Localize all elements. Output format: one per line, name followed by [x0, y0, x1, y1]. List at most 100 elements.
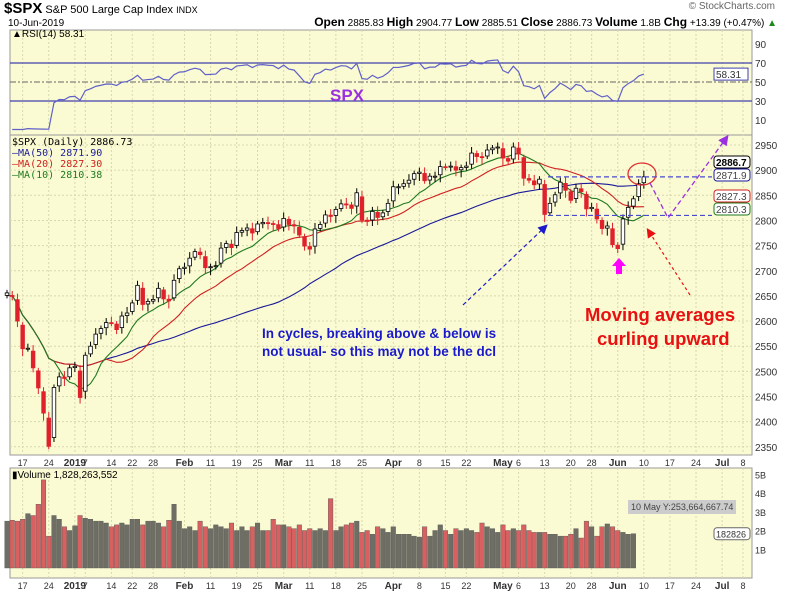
- candle-body: [171, 279, 177, 299]
- candle-body: [317, 224, 323, 229]
- candle-body: [291, 224, 297, 227]
- x-tick-label: 14: [106, 581, 116, 591]
- candle-body: [391, 186, 396, 202]
- volume-bar: [317, 528, 323, 569]
- ma50-value-tag: [713, 168, 751, 182]
- volume-bar: [369, 534, 375, 569]
- candle-body: [490, 147, 495, 151]
- projection-arrow: [649, 134, 729, 220]
- volume-bar: [166, 519, 172, 569]
- volume-bar: [181, 528, 187, 569]
- volume-bar: [114, 524, 120, 569]
- candle-body: [532, 180, 537, 186]
- price-tick-label: 2450: [755, 393, 778, 404]
- candle-body: [51, 387, 57, 438]
- low-marker-arrow-icon: [612, 258, 626, 274]
- candle-body: [260, 222, 265, 225]
- candle-body: [57, 376, 62, 387]
- ma10-value-tag-text: 2810.3: [716, 205, 747, 216]
- candle-body: [495, 146, 500, 149]
- candle-body: [464, 165, 469, 168]
- candle-body: [286, 218, 292, 225]
- candle-body: [563, 183, 568, 191]
- x-tick-label: May: [493, 581, 513, 592]
- volume-bar: [9, 519, 15, 569]
- candle-body: [558, 181, 563, 194]
- candle-body: [187, 257, 192, 267]
- volume-bar: [489, 528, 495, 569]
- volume-bar: [197, 520, 203, 569]
- candle-body: [25, 347, 31, 350]
- candle-body: [114, 323, 119, 331]
- volume-bar: [547, 534, 553, 569]
- volume-bar: [202, 526, 208, 569]
- volume-bar: [145, 520, 151, 569]
- volume-bar: [573, 528, 579, 569]
- price-tick-label: 2700: [755, 267, 778, 278]
- candle-body: [307, 246, 312, 250]
- volume-bar: [531, 532, 537, 569]
- volume-bar: [275, 524, 281, 569]
- candle-body: [197, 251, 203, 256]
- volume-bar: [88, 519, 94, 569]
- spx-annotation: SPX: [330, 86, 365, 105]
- volume-bar: [536, 532, 542, 569]
- volume-bar: [385, 532, 391, 569]
- volume-bar: [265, 530, 271, 569]
- candle-body: [615, 244, 620, 250]
- candle-body: [182, 266, 187, 269]
- candle-body: [333, 208, 339, 216]
- x-tick-label: 28: [148, 581, 158, 591]
- candle-body: [145, 301, 151, 305]
- candle-body: [380, 212, 386, 218]
- x-tick-label: 7: [83, 581, 88, 591]
- candle-body: [229, 243, 234, 249]
- x-tick-label: 2019: [64, 581, 87, 592]
- x-tick-label: 15: [440, 581, 450, 591]
- x-tick-label: 11: [305, 458, 314, 468]
- x-tick-label: 8: [741, 458, 746, 468]
- candle-body: [67, 367, 72, 378]
- volume-bar: [140, 524, 146, 569]
- ma50-line: [6, 182, 644, 368]
- volume-bar: [510, 528, 516, 569]
- candle-body: [521, 157, 526, 179]
- volume-bar: [4, 520, 10, 569]
- volume-bar: [35, 504, 41, 569]
- volume-bar: [213, 524, 219, 569]
- candle-body: [500, 148, 506, 159]
- candle-body: [62, 376, 67, 379]
- volume-value-tag: [713, 527, 751, 541]
- candle-body: [88, 345, 93, 355]
- volume-bar: [552, 534, 558, 569]
- candle-body: [589, 206, 594, 210]
- volume-bar: [625, 534, 631, 569]
- price-tick-label: 2900: [755, 166, 778, 177]
- candle-body: [203, 256, 208, 269]
- candle-body: [135, 284, 140, 301]
- volume-bar: [93, 520, 99, 569]
- volume-bar: [422, 526, 428, 569]
- volume-bar: [103, 522, 109, 569]
- volume-bar: [416, 536, 422, 569]
- volume-bar: [260, 530, 266, 569]
- volume-bar: [155, 522, 161, 569]
- candle-body: [250, 228, 255, 234]
- volume-tick-label: 4B: [755, 489, 766, 499]
- x-tick-label: 17: [18, 581, 28, 591]
- rsi-value-tag-text: 58.31: [716, 70, 741, 81]
- volume-bar: [484, 526, 490, 569]
- x-tick-label: 6: [516, 581, 521, 591]
- candle-body: [417, 171, 422, 174]
- rsi-value-tag: [713, 67, 749, 81]
- volume-bar: [286, 526, 292, 569]
- volume-tick-label: 2B: [755, 527, 766, 537]
- x-tick-label: 20: [566, 581, 576, 591]
- x-tick-label: Jul: [715, 458, 730, 469]
- candle-body: [271, 223, 276, 225]
- candle-body: [98, 328, 104, 334]
- volume-bar: [583, 520, 589, 569]
- price-legend: $SPX (Daily) 2886.73 —MA(50) 2871.90 —MA…: [12, 137, 132, 181]
- ma-annotation: Moving averages curling upward: [585, 304, 736, 349]
